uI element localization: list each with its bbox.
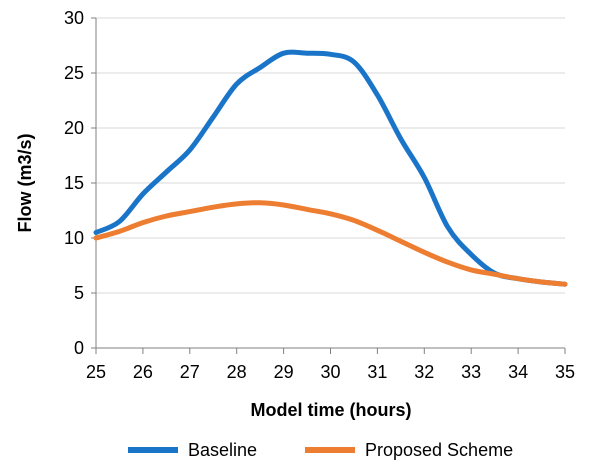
x-tick-label: 29 — [274, 362, 294, 382]
legend: Baseline Proposed Scheme — [128, 440, 513, 460]
y-tick-label: 0 — [74, 338, 84, 358]
x-tick-label: 27 — [180, 362, 200, 382]
series-lines — [93, 49, 568, 287]
x-tick-label: 34 — [508, 362, 528, 382]
series-line-proposed-scheme — [93, 200, 568, 287]
x-tick-label: 32 — [414, 362, 434, 382]
y-axis-title: Flow (m3/s) — [15, 133, 35, 232]
x-tick-label: 35 — [555, 362, 575, 382]
x-tick-label: 33 — [461, 362, 481, 382]
x-tick-label: 31 — [367, 362, 387, 382]
x-tick-label: 26 — [133, 362, 153, 382]
y-tick-label: 30 — [64, 8, 84, 28]
x-tick-label: 25 — [86, 362, 106, 382]
y-tick-label: 15 — [64, 173, 84, 193]
y-tick-label: 5 — [74, 283, 84, 303]
gridlines — [96, 17, 565, 294]
x-tick-label: 28 — [227, 362, 247, 382]
series-line-baseline — [93, 49, 568, 287]
x-tick-label: 30 — [320, 362, 340, 382]
y-tick-label: 10 — [64, 228, 84, 248]
x-axis-title: Model time (hours) — [251, 400, 412, 420]
tick-labels: 0 5 10 15 20 25 30 25 26 27 28 29 30 31 32 33 34 35 — [64, 8, 575, 382]
legend-label: Baseline — [188, 440, 257, 460]
legend-label: Proposed Scheme — [365, 440, 513, 460]
axes — [91, 17, 566, 354]
y-tick-label: 20 — [64, 118, 84, 138]
y-tick-label: 25 — [64, 63, 84, 83]
